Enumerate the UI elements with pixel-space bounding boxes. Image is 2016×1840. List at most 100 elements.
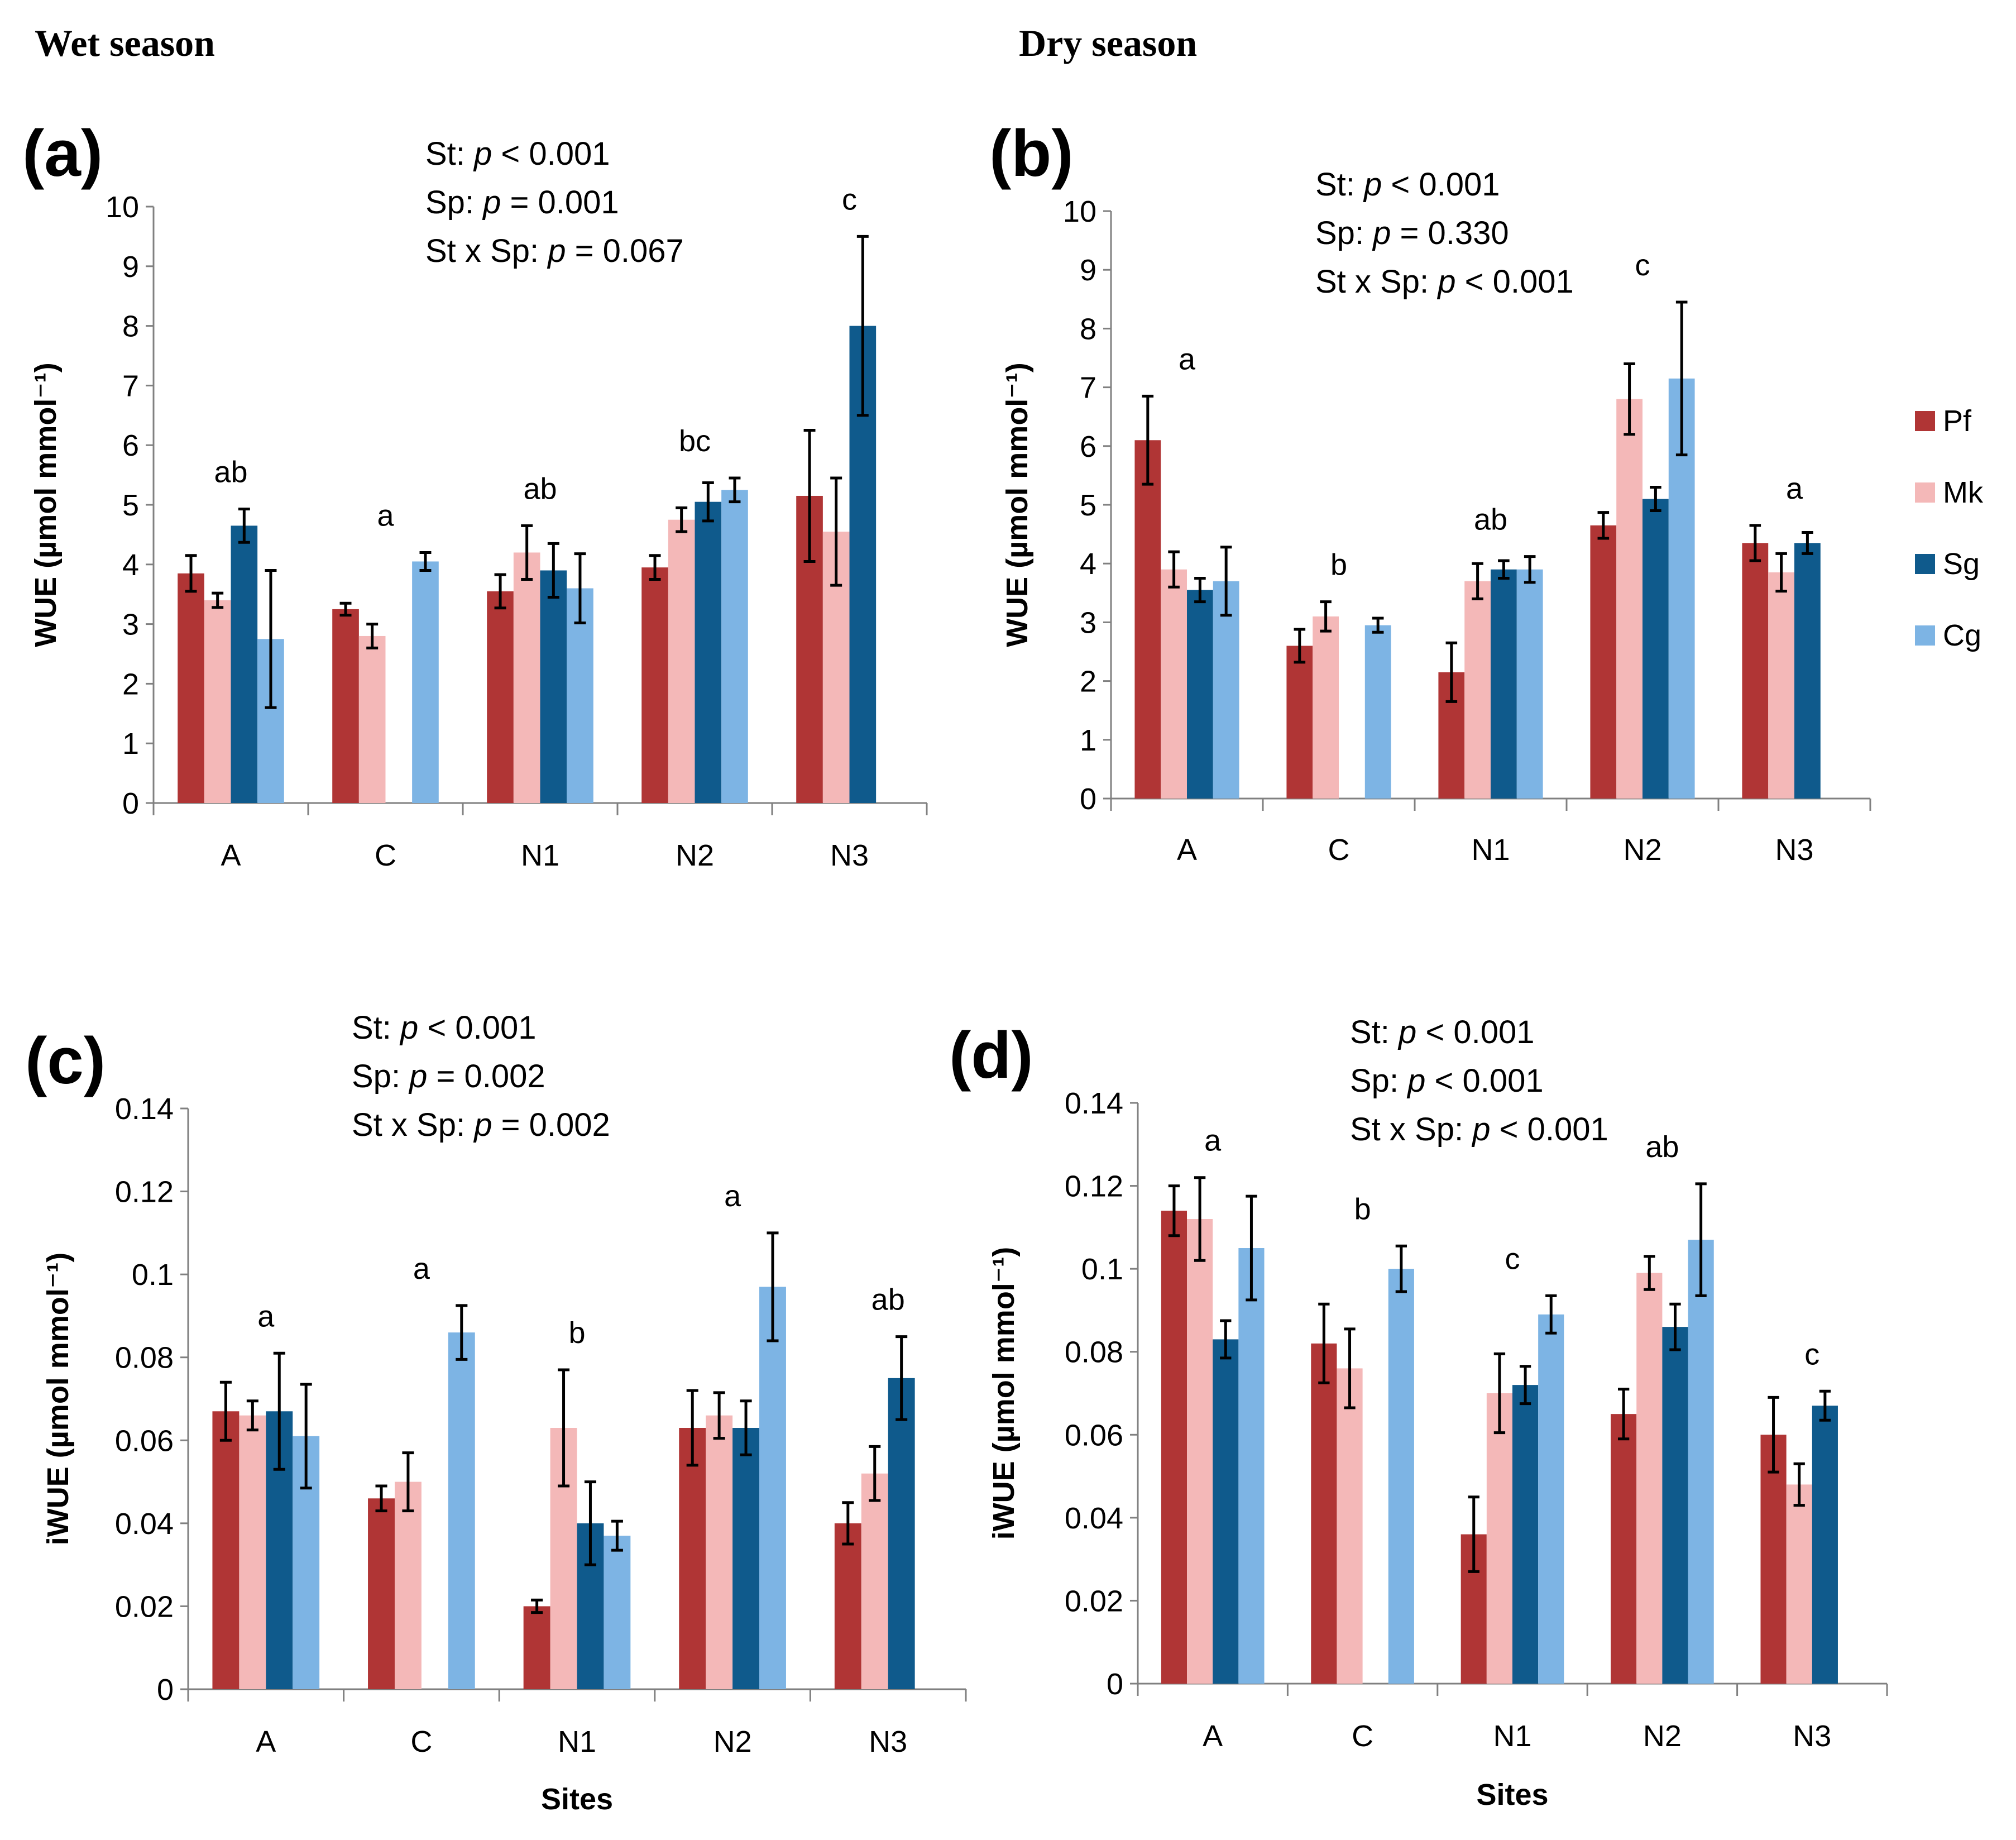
dry-season-title: Dry season [1019,22,1197,64]
significance-letter: a [377,499,394,532]
bar-sg [231,525,258,803]
stat-line: Sp: p = 0.330 [1315,215,1509,251]
y-tick-label: 10 [1063,195,1096,228]
bar-sg [695,501,722,803]
bar-mk [239,1415,266,1689]
category-label: N1 [1493,1719,1531,1753]
stat-line: St: p < 0.001 [352,1010,537,1046]
bar-sg [888,1378,915,1689]
legend-swatch-sg [1915,554,1935,574]
bar-cg [721,490,748,803]
bar-mk [204,600,231,803]
stat-line: Sp: p = 0.001 [425,184,619,221]
category-label: A [1177,833,1197,867]
bar-cg [1516,569,1543,799]
significance-letter: ab [1645,1130,1679,1164]
legend-label-mk: Mk [1943,476,1984,509]
stat-line: St x Sp: p = 0.067 [425,233,684,269]
y-tick-label: 0.14 [1065,1087,1123,1120]
legend-label-cg: Cg [1943,619,1981,652]
panel-label-c: (c) [25,1024,106,1098]
y-tick-label: 5 [1080,489,1096,522]
stat-line: St: p < 0.001 [425,136,610,172]
bar-sg [732,1428,760,1689]
y-tick-label: 0.12 [115,1175,174,1209]
bar-cg [604,1536,631,1689]
stat-line: Sp: p < 0.001 [1350,1063,1544,1099]
y-tick-label: 0.1 [1081,1253,1123,1286]
y-axis-title: WUE (µmol mmol⁻¹) [1000,362,1034,647]
y-axis-title: WUE (µmol mmol⁻¹) [29,362,63,647]
y-tick-label: 1 [1080,724,1096,757]
y-tick-label: 0.04 [1065,1502,1123,1535]
category-label: N1 [521,839,559,872]
bar-cg [1238,1248,1265,1684]
y-tick-label: 7 [1080,371,1096,405]
y-tick-label: 0.12 [1065,1170,1123,1203]
category-label: N3 [1793,1719,1831,1753]
legend: Pf Mk Sg Cg [1915,404,1984,652]
panel-d: (d) St: p < 0.001 Sp: p < 0.001 St x Sp: p … [949,1014,1888,1812]
legend-swatch-mk [1915,482,1935,503]
bar-mk [1486,1393,1512,1684]
bar-sg [1491,569,1517,799]
y-tick-label: 5 [122,489,139,522]
significance-letter: a [1204,1124,1222,1158]
bar-cg [1538,1314,1564,1684]
bar-pf [834,1523,861,1689]
bar-pf [1590,525,1617,799]
bar-pf [1286,646,1313,799]
bar-pf [679,1428,706,1689]
category-label: N3 [869,1725,907,1758]
category-label: A [256,1725,276,1758]
category-label: N2 [1623,833,1661,867]
bar-mk [394,1481,422,1689]
category-label: A [1203,1719,1223,1753]
bar-sg [540,570,567,803]
bar-cg [1213,581,1239,799]
bar-mk [1337,1368,1363,1684]
panel-label-d: (d) [949,1019,1033,1092]
bar-cg [448,1332,475,1689]
bar-sg [1187,590,1213,799]
significance-letter: c [842,183,857,216]
bar-pf [1760,1435,1787,1684]
bar-cg [1364,625,1391,799]
significance-letter: ab [523,472,557,505]
y-tick-label: 4 [122,548,139,582]
x-axis-title: Sites [541,1782,613,1816]
y-tick-label: 0.02 [115,1590,174,1623]
significance-letter: a [1179,342,1196,376]
y-tick-label: 8 [122,310,139,343]
y-tick-label: 8 [1080,312,1096,346]
stat-line: St: p < 0.001 [1350,1014,1535,1050]
stat-line: St x Sp: p = 0.002 [352,1107,610,1143]
bar-mk [1313,616,1339,799]
y-tick-label: 10 [106,190,139,224]
y-tick-label: 0.08 [115,1341,174,1375]
panel-a: (a) St: p < 0.001 Sp: p = 0.001 St x Sp: p … [22,117,928,872]
category-label: C [375,839,396,872]
stat-line: Sp: p = 0.002 [352,1058,545,1095]
y-tick-label: 7 [122,369,139,403]
wet-season-title: Wet season [35,22,215,64]
panel-c: (c) St: p < 0.001 Sp: p = 0.002 St x Sp: p … [25,1010,967,1816]
significance-letter: a [1786,472,1803,505]
y-tick-label: 9 [122,250,139,284]
significance-letter: bc [679,424,711,458]
y-tick-label: 0.02 [1065,1584,1123,1618]
panel-b: (b) St: p < 0.001 Sp: p = 0.330 St x Sp: p … [989,117,1871,867]
legend-label-pf: Pf [1943,404,1972,438]
chart-panels: (a) St: p < 0.001 Sp: p = 0.001 St x Sp: p … [22,117,1888,1816]
bar-mk [1786,1484,1812,1684]
y-tick-label: 0 [1080,782,1096,816]
category-label: C [410,1725,432,1758]
significance-letter: c [1635,248,1650,282]
significance-letter: c [1505,1242,1520,1275]
y-tick-label: 0.14 [115,1092,174,1126]
bar-pf [178,573,204,803]
y-tick-label: 2 [122,667,139,701]
significance-letter: ab [871,1283,905,1317]
bar-cg [1388,1269,1414,1684]
